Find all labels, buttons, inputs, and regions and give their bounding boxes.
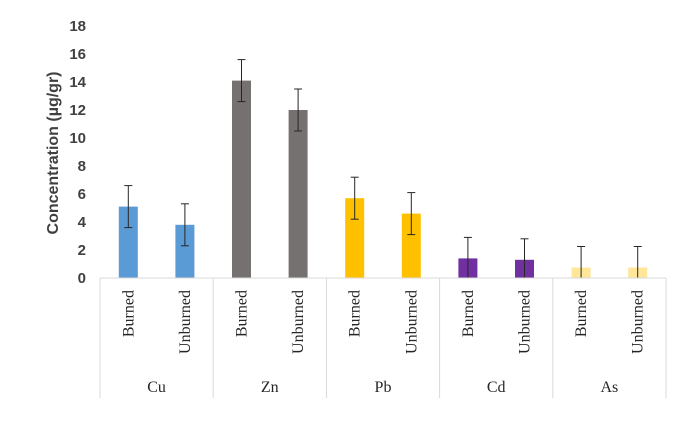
y-tick-label: 18 [69, 18, 86, 35]
bar [345, 198, 365, 278]
category-label: Burned [120, 290, 137, 337]
y-tick-label: 10 [69, 130, 86, 147]
y-tick-label: 2 [78, 242, 86, 259]
group-label: As [601, 379, 619, 396]
category-label: Unburned [403, 290, 420, 354]
y-tick-label: 8 [78, 158, 86, 175]
bar [175, 224, 195, 278]
category-label: Unburned [177, 290, 194, 354]
category-label: Unburned [517, 290, 534, 354]
category-label: Unburned [630, 290, 647, 354]
y-tick-label: 14 [69, 74, 86, 91]
group-label: Cd [487, 379, 506, 396]
category-label: Burned [347, 290, 364, 337]
y-tick-label: 16 [69, 46, 86, 63]
group-label: Pb [375, 379, 392, 396]
group-label: Zn [261, 379, 279, 396]
category-label: Burned [573, 290, 590, 337]
group-label: Cu [147, 379, 166, 396]
bar [232, 80, 251, 278]
bar [401, 213, 421, 278]
category-label: Burned [460, 290, 477, 337]
y-tick-label: 12 [69, 102, 86, 119]
bar [118, 206, 138, 278]
y-tick-label: 0 [78, 270, 86, 287]
y-axis-label: Concentration (µg/gr) [45, 72, 62, 235]
y-tick-label: 6 [78, 186, 86, 203]
bar [288, 110, 308, 278]
category-label: Unburned [290, 290, 307, 354]
category-label: Burned [234, 290, 251, 337]
y-tick-label: 4 [78, 214, 87, 231]
